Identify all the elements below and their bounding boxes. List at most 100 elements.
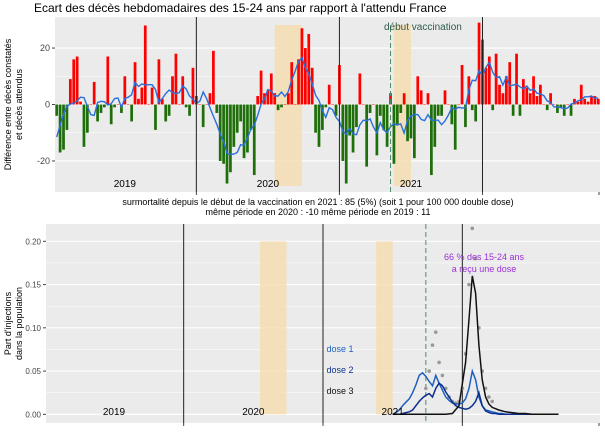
weekly-bar — [317, 104, 321, 147]
weekly-bar — [164, 104, 168, 122]
summary-line-2: même période en 2020 : -10 même période … — [206, 207, 431, 217]
weekly-bar — [593, 96, 597, 105]
weekly-bar — [365, 104, 369, 167]
shaded-period — [376, 241, 393, 415]
weekly-bar — [160, 98, 164, 105]
weekly-bar — [412, 104, 416, 159]
weekly-bar — [521, 79, 525, 105]
bottom-y-tick-label: 0.20 — [25, 237, 41, 246]
top-panel: début vaccination -20 0 20 2019 2020 2021 Diffé… — [3, 17, 600, 217]
series-label-dose-1: dose 1 — [326, 344, 353, 354]
weekly-bar — [55, 104, 59, 116]
weekly-bar — [453, 104, 457, 150]
weekly-bar — [130, 104, 134, 122]
weekly-bar — [423, 104, 426, 105]
top-year-label: 2019 — [114, 179, 137, 190]
weekly-bar — [559, 104, 563, 108]
weekly-bar — [494, 53, 498, 105]
weekly-bar — [256, 96, 260, 105]
weekly-bar — [443, 90, 447, 105]
bottom-y-tick-label: 0.00 — [25, 410, 41, 419]
weekly-bar — [273, 93, 277, 105]
weekly-bar — [470, 104, 474, 111]
weekly-bar — [504, 76, 508, 105]
weekly-bar — [474, 104, 478, 122]
bottom-y-tick-label: 0.15 — [25, 281, 41, 290]
weekly-bar — [123, 76, 127, 105]
weekly-bar — [395, 104, 399, 125]
weekly-bar — [191, 67, 195, 105]
weekly-bar — [399, 104, 403, 113]
series-label-dose-2: dose 2 — [326, 365, 353, 375]
weekly-bar — [239, 104, 243, 122]
weekly-bar — [58, 104, 62, 153]
weekly-bar — [491, 104, 495, 111]
weekly-bar — [402, 93, 406, 105]
weekly-bar — [99, 104, 103, 113]
weekly-bar — [92, 81, 96, 105]
weekly-bar — [137, 98, 140, 105]
weekly-bar — [225, 104, 229, 184]
weekly-bar — [375, 104, 379, 156]
injection-point — [437, 360, 441, 365]
weekly-bar — [532, 76, 535, 105]
weekly-bar — [344, 104, 348, 184]
dose-annotation-line1: 66 % des 15-24 ans — [444, 252, 525, 262]
weekly-bar — [143, 25, 147, 105]
weekly-bar — [232, 104, 236, 147]
injection-point — [490, 399, 494, 404]
weekly-bar — [283, 104, 287, 105]
weekly-bar — [188, 104, 191, 116]
weekly-bar — [229, 104, 232, 173]
weekly-bar — [252, 104, 256, 176]
bottom-year-label: 2019 — [103, 407, 126, 418]
weekly-bar — [235, 104, 239, 133]
weekly-bar — [116, 104, 120, 105]
weekly-bar — [586, 101, 590, 105]
weekly-bar — [498, 84, 501, 105]
series-line-dose-3 — [392, 275, 559, 416]
weekly-bar — [590, 96, 593, 105]
weekly-bar — [552, 104, 556, 105]
bottom-y-tick-label: 0.10 — [25, 324, 41, 333]
weekly-bar — [515, 53, 518, 105]
weekly-bar — [109, 104, 113, 125]
weekly-bar — [314, 104, 317, 133]
weekly-bar — [140, 87, 144, 105]
bottom-y-axis-title-line2: dans la population — [14, 287, 24, 360]
weekly-bar — [174, 53, 178, 105]
weekly-bar — [154, 104, 157, 130]
weekly-bar — [303, 48, 307, 105]
bottom-year-label: 2021 — [382, 407, 405, 418]
injection-point — [470, 226, 475, 231]
weekly-bar — [85, 104, 89, 133]
weekly-bar — [72, 59, 76, 105]
weekly-bar — [436, 104, 440, 116]
weekly-bar — [511, 104, 515, 116]
weekly-bar — [147, 104, 151, 105]
injection-point — [473, 256, 478, 261]
weekly-bar — [106, 56, 110, 105]
weekly-bar — [596, 98, 600, 105]
weekly-bar — [276, 104, 280, 111]
weekly-bar — [535, 96, 539, 105]
weekly-bar — [327, 84, 331, 105]
weekly-bar — [576, 101, 580, 105]
weekly-bar — [222, 104, 225, 164]
weekly-bar — [562, 104, 566, 116]
weekly-bar — [382, 104, 386, 130]
weekly-bar — [307, 33, 311, 105]
weekly-bar — [82, 104, 86, 147]
weekly-bar — [171, 76, 174, 105]
weekly-bar — [103, 104, 106, 108]
weekly-bar — [416, 76, 420, 105]
weekly-bar — [583, 98, 587, 105]
weekly-bar — [208, 93, 212, 105]
weekly-bar — [566, 104, 570, 105]
weekly-bar — [378, 104, 382, 116]
weekly-bar — [430, 104, 433, 176]
weekly-bar — [392, 104, 396, 164]
chart-title: Ecart des décès hebdomadaires des 15-24 … — [34, 1, 447, 15]
weekly-bar — [65, 104, 69, 130]
